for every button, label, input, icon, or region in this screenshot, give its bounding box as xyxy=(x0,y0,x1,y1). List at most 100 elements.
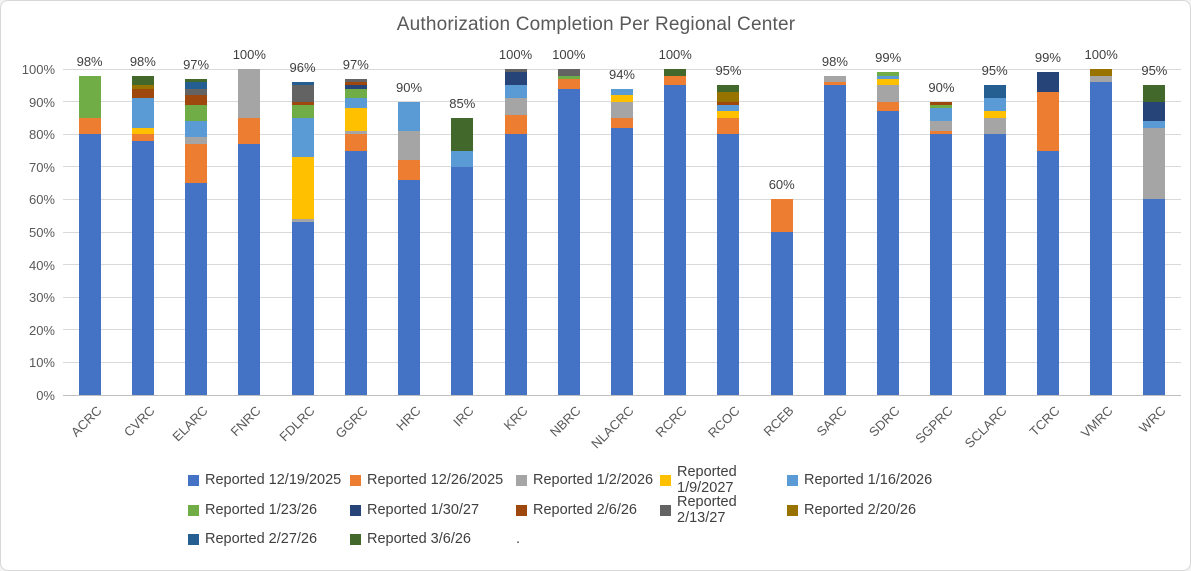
legend-item-4[interactable]: Reported 1/16/2026 xyxy=(787,472,932,488)
legend-item-7[interactable]: Reported 2/6/26 xyxy=(516,502,660,518)
bar-ggrc[interactable] xyxy=(344,69,367,395)
bar-segment[interactable] xyxy=(78,117,101,135)
bar-segment[interactable] xyxy=(664,85,687,395)
bar-segment[interactable] xyxy=(504,98,527,115)
bar-segment[interactable] xyxy=(1036,150,1059,395)
bar-segment[interactable] xyxy=(717,104,740,112)
bar-segment[interactable] xyxy=(131,88,154,99)
bar-segment[interactable] xyxy=(1090,69,1113,76)
bar-segment[interactable] xyxy=(344,98,367,109)
bar-segment[interactable] xyxy=(185,137,208,144)
bar-segment[interactable] xyxy=(291,222,314,395)
bar-segment[interactable] xyxy=(877,72,900,76)
bar-segment[interactable] xyxy=(344,78,367,83)
legend-item-0[interactable]: Reported 12/19/2025 xyxy=(188,472,350,488)
bar-sdrc[interactable] xyxy=(877,69,900,395)
bar-segment[interactable] xyxy=(717,134,740,395)
bar-segment[interactable] xyxy=(131,134,154,141)
bar-segment[interactable] xyxy=(185,144,208,184)
bar-vmrc[interactable] xyxy=(1090,69,1113,395)
bar-sgprc[interactable] xyxy=(930,69,953,395)
bar-segment[interactable] xyxy=(131,75,154,86)
bar-segment[interactable] xyxy=(504,85,527,99)
bar-segment[interactable] xyxy=(770,199,793,232)
bar-segment[interactable] xyxy=(344,130,367,135)
bar-segment[interactable] xyxy=(983,98,1006,112)
bar-rceb[interactable] xyxy=(770,69,793,395)
bar-segment[interactable] xyxy=(344,108,367,131)
bar-segment[interactable] xyxy=(185,82,208,89)
bar-segment[interactable] xyxy=(770,232,793,395)
bar-segment[interactable] xyxy=(717,111,740,118)
bar-segment[interactable] xyxy=(930,134,953,395)
bar-segment[interactable] xyxy=(557,78,580,89)
bar-segment[interactable] xyxy=(78,134,101,395)
bar-irc[interactable] xyxy=(451,69,474,395)
legend-item-3[interactable]: Reported 1/9/2027 xyxy=(660,464,787,496)
legend-item-2[interactable]: Reported 1/2/2026 xyxy=(516,472,660,488)
bar-segment[interactable] xyxy=(1143,101,1166,122)
bar-segment[interactable] xyxy=(504,69,527,73)
bar-segment[interactable] xyxy=(983,85,1006,99)
bar-segment[interactable] xyxy=(610,127,633,395)
bar-segment[interactable] xyxy=(930,104,953,109)
bar-segment[interactable] xyxy=(185,78,208,83)
bar-tcrc[interactable] xyxy=(1036,69,1059,395)
legend-item-6[interactable]: Reported 1/30/27 xyxy=(350,502,516,518)
bar-segment[interactable] xyxy=(131,85,154,89)
bar-segment[interactable] xyxy=(1143,199,1166,395)
bar-segment[interactable] xyxy=(451,150,474,167)
bar-segment[interactable] xyxy=(877,101,900,112)
legend-item-5[interactable]: Reported 1/23/26 xyxy=(188,502,350,518)
bar-segment[interactable] xyxy=(344,150,367,395)
bar-segment[interactable] xyxy=(1090,75,1113,83)
bar-segment[interactable] xyxy=(291,85,314,102)
bar-segment[interactable] xyxy=(291,82,314,86)
bar-wrc[interactable] xyxy=(1143,69,1166,395)
bar-segment[interactable] xyxy=(983,111,1006,118)
bar-segment[interactable] xyxy=(610,101,633,118)
bar-rcoc[interactable] xyxy=(717,69,740,395)
bar-segment[interactable] xyxy=(1036,72,1059,92)
bar-segment[interactable] xyxy=(398,130,421,161)
legend-item-10[interactable]: Reported 2/27/26 xyxy=(188,531,350,547)
bar-segment[interactable] xyxy=(185,104,208,122)
bar-segment[interactable] xyxy=(983,117,1006,135)
bar-segment[interactable] xyxy=(557,88,580,395)
bar-segment[interactable] xyxy=(238,69,261,118)
bar-cvrc[interactable] xyxy=(131,69,154,395)
bar-segment[interactable] xyxy=(344,88,367,99)
legend-item-8[interactable]: Reported 2/13/27 xyxy=(660,494,787,526)
bar-segment[interactable] xyxy=(344,134,367,151)
bar-segment[interactable] xyxy=(877,78,900,86)
bar-segment[interactable] xyxy=(185,183,208,395)
bar-segment[interactable] xyxy=(610,88,633,96)
bar-segment[interactable] xyxy=(451,166,474,395)
bar-segment[interactable] xyxy=(185,88,208,96)
bar-segment[interactable] xyxy=(291,104,314,118)
bar-elarc[interactable] xyxy=(185,69,208,395)
bar-segment[interactable] xyxy=(983,134,1006,395)
bar-segment[interactable] xyxy=(238,117,261,144)
bar-segment[interactable] xyxy=(1143,127,1166,200)
bar-segment[interactable] xyxy=(398,101,421,131)
bar-segment[interactable] xyxy=(185,95,208,105)
bar-segment[interactable] xyxy=(823,85,846,395)
bar-segment[interactable] xyxy=(664,69,687,76)
bar-segment[interactable] xyxy=(823,82,846,86)
bar-segment[interactable] xyxy=(930,121,953,131)
legend-item-9[interactable]: Reported 2/20/26 xyxy=(787,502,932,518)
bar-segment[interactable] xyxy=(717,101,740,105)
bar-segment[interactable] xyxy=(504,134,527,395)
bar-segment[interactable] xyxy=(398,179,421,395)
legend-item-11[interactable]: Reported 3/6/26 xyxy=(350,531,516,547)
bar-segment[interactable] xyxy=(930,101,953,105)
bar-segment[interactable] xyxy=(451,117,474,151)
bar-hrc[interactable] xyxy=(398,69,421,395)
bar-segment[interactable] xyxy=(610,95,633,102)
bar-segment[interactable] xyxy=(291,157,314,219)
bar-segment[interactable] xyxy=(717,117,740,135)
bar-segment[interactable] xyxy=(131,140,154,395)
bar-segment[interactable] xyxy=(610,117,633,128)
bar-segment[interactable] xyxy=(504,72,527,86)
